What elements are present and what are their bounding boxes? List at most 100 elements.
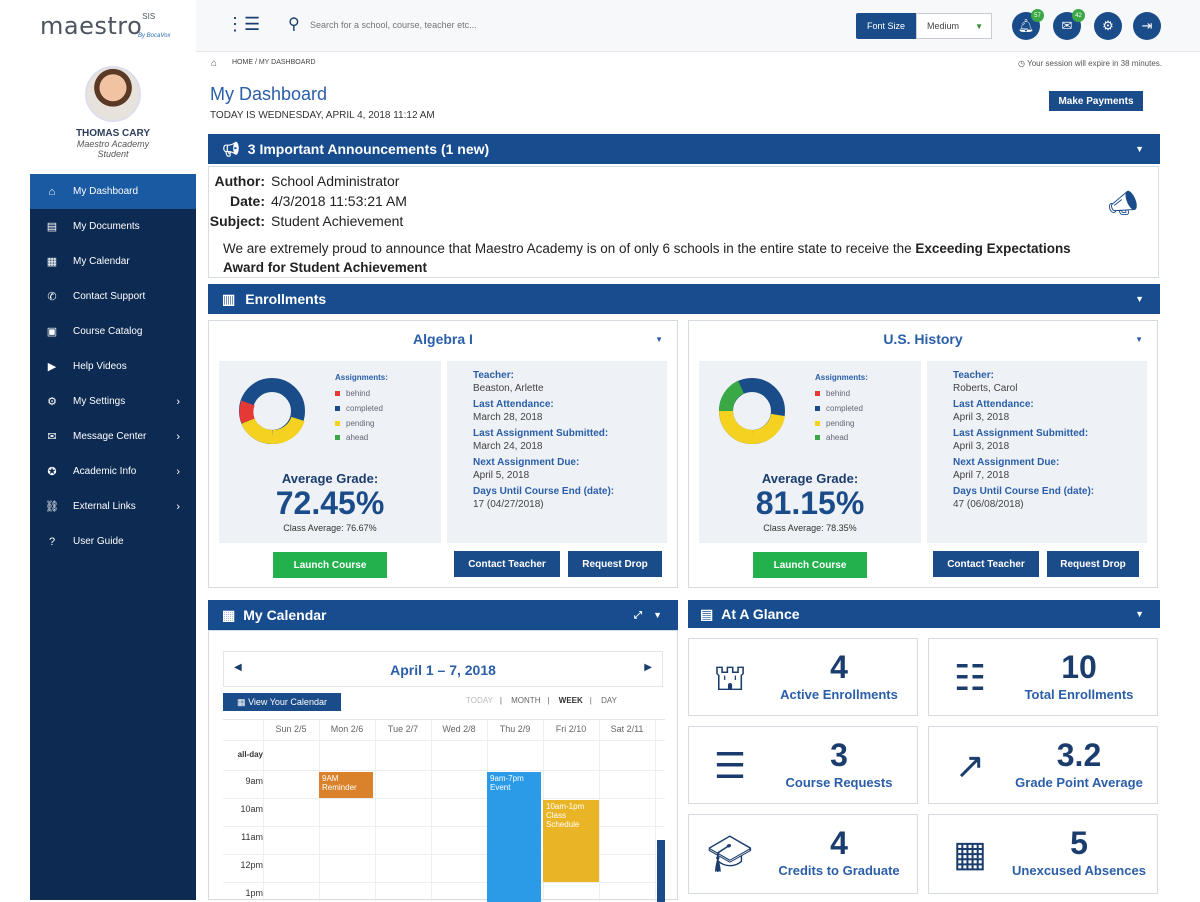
contact-teacher-button[interactable]: Contact Teacher: [933, 551, 1039, 577]
font-size-select[interactable]: Medium ▼: [916, 13, 992, 39]
caret-down-icon[interactable]: ▼: [1135, 294, 1144, 304]
donut-segment-pending: [719, 410, 753, 444]
grade-panel: Average Grade: 81.15% Class Average: 78.…: [699, 461, 921, 543]
view-month[interactable]: MONTH: [511, 696, 541, 705]
legend-title: Assignments:: [815, 373, 868, 382]
enrollments-title: Enrollments: [245, 291, 327, 307]
view-calendar-button[interactable]: ▦ View Your Calendar: [223, 693, 341, 711]
sidebar-item-my-dashboard[interactable]: ⌂ My Dashboard: [30, 174, 196, 209]
classroom-icon: ☷: [953, 657, 987, 698]
caret-down-icon[interactable]: ▼: [653, 610, 662, 620]
home-icon[interactable]: ⌂: [211, 58, 218, 69]
course-info-panel: Teacher: Roberts, Carol Last Attendance:…: [927, 361, 1147, 543]
course-title[interactable]: U.S. History: [883, 331, 963, 347]
user-school: Maestro Academy: [76, 139, 150, 149]
caret-down-icon[interactable]: ▼: [655, 335, 663, 344]
catalog-icon: ▣: [46, 326, 58, 338]
sidebar-item-my-settings[interactable]: ⚙ My Settings ›: [30, 384, 196, 419]
enrollments-header[interactable]: ▥ Enrollments ▼: [208, 284, 1160, 314]
sidebar-item-message-center[interactable]: ✉ Message Center ›: [30, 419, 196, 454]
notifications-button[interactable]: 🔔︎ 57: [1012, 9, 1044, 40]
allday-label: all-day: [237, 750, 263, 759]
last-attendance-value: April 3, 2018: [953, 412, 1010, 423]
menu-toggle-icon[interactable]: ⋮☰: [226, 14, 261, 34]
glance-card[interactable]: ☷ 10 Total Enrollments: [928, 638, 1158, 716]
search-input[interactable]: [310, 16, 610, 34]
avatar[interactable]: [85, 66, 141, 122]
next-due-value: April 7, 2018: [953, 470, 1010, 481]
phone-icon: ✆: [47, 291, 57, 303]
calendar-event-reminder[interactable]: 9AM Reminder: [319, 772, 373, 798]
glance-card[interactable]: ↗ 3.2 Grade Point Average: [928, 726, 1158, 804]
sidebar-item-label: External Links: [73, 501, 136, 512]
breadcrumb-bar: ⌂ HOME / MY DASHBOARD ◷ Your session wil…: [196, 52, 1200, 76]
settings-button[interactable]: ⚙: [1094, 12, 1122, 40]
days-until-end-label: Days Until Course End (date):: [953, 486, 1095, 497]
sidebar-item-label: My Calendar: [73, 256, 130, 267]
glance-card[interactable]: ☰ 3 Course Requests: [688, 726, 918, 804]
calendar-scrollbar[interactable]: [657, 840, 665, 902]
caret-down-icon[interactable]: ▼: [1135, 144, 1144, 154]
next-week-icon[interactable]: ▶: [644, 662, 652, 673]
glance-card[interactable]: ▦ 5 Unexcused Absences: [928, 814, 1158, 894]
announcements-header[interactable]: 📢︎ 3 Important Announcements (1 new) ▼: [208, 134, 1160, 164]
sidebar-item-label: User Guide: [73, 536, 124, 547]
help-icon: ?: [48, 535, 56, 548]
calendar-event-event[interactable]: 9am-7pm Event: [487, 772, 541, 902]
sidebar-item-academic-info[interactable]: ✪ Academic Info ›: [30, 454, 196, 489]
sidebar-item-help-videos[interactable]: ▶ Help Videos: [30, 349, 196, 384]
sidebar-item-my-documents[interactable]: ▤ My Documents: [30, 209, 196, 244]
sidebar-item-external-links[interactable]: ⛓ External Links ›: [30, 489, 196, 524]
days-until-end-value: 47 (06/08/2018): [953, 499, 1024, 510]
sidebar-item-label: Contact Support: [73, 291, 146, 302]
current-date: TODAY IS WEDNESDAY, APRIL 4, 2018 11:12 …: [210, 110, 435, 121]
grade-panel: Average Grade: 72.45% Class Average: 76.…: [219, 461, 441, 543]
donut-segment-ahead: [719, 380, 745, 412]
notification-count-badge: 57: [1031, 9, 1044, 22]
caret-down-icon[interactable]: ▼: [1135, 609, 1144, 619]
day-header: Fri 2/10: [555, 724, 587, 734]
sidebar: maestro SIS By BocaVox THOMAS CARY Maest…: [30, 0, 196, 900]
prev-week-icon[interactable]: ◀: [234, 662, 242, 673]
view-today[interactable]: TODAY: [466, 696, 493, 705]
last-attendance-value: March 28, 2018: [473, 412, 543, 423]
announcement-award: Exceeding Expectations Award for Student…: [223, 241, 1071, 275]
sidebar-item-course-catalog[interactable]: ▣ Course Catalog: [30, 314, 196, 349]
session-text: Your session will expire in 38 minutes.: [1027, 59, 1162, 68]
sidebar-item-contact-support[interactable]: ✆ Contact Support: [30, 279, 196, 314]
calendar-view-switcher: TODAY | MONTH | WEEK | DAY: [466, 696, 617, 705]
last-submitted-value: April 3, 2018: [953, 441, 1010, 452]
logo[interactable]: maestro SIS By BocaVox: [30, 0, 196, 52]
glance-header[interactable]: ▤ At A Glance ▼: [688, 600, 1160, 628]
glance-card[interactable]: ⛫ 4 Active Enrollments: [688, 638, 918, 716]
search-icon[interactable]: ⚲: [288, 16, 300, 33]
chevron-right-icon: ›: [176, 430, 180, 443]
launch-course-button[interactable]: Launch Course: [753, 552, 867, 578]
calendar-icon: ▦: [222, 606, 236, 623]
sidebar-item-my-calendar[interactable]: ▦ My Calendar: [30, 244, 196, 279]
breadcrumb[interactable]: HOME / MY DASHBOARD: [232, 59, 316, 66]
link-icon: ⛓: [45, 501, 59, 513]
books-icon: ☰: [713, 745, 747, 786]
expand-icon[interactable]: ⤢: [634, 609, 642, 621]
messages-button[interactable]: ✉ 42: [1053, 9, 1085, 40]
launch-course-button[interactable]: Launch Course: [273, 552, 387, 578]
logout-button[interactable]: ⇥: [1133, 12, 1161, 40]
request-drop-button[interactable]: Request Drop: [1047, 551, 1139, 577]
sidebar-item-user-guide[interactable]: ? User Guide: [30, 524, 196, 559]
caret-down-icon[interactable]: ▼: [1135, 335, 1143, 344]
author-label: Author:: [214, 173, 265, 189]
view-week[interactable]: WEEK: [558, 696, 583, 705]
course-title[interactable]: Algebra I: [413, 331, 473, 347]
calendar-event-class-schedule[interactable]: 10am-1pm Class Schedule: [543, 800, 599, 882]
calendar-header[interactable]: ▦ My Calendar ⤢ ▼: [208, 600, 678, 630]
make-payments-button[interactable]: Make Payments: [1049, 91, 1143, 111]
date-value: 4/3/2018 11:53:21 AM: [271, 193, 407, 209]
font-size-label: Font Size: [856, 13, 916, 39]
logo-text: maestro: [40, 12, 143, 40]
view-day[interactable]: DAY: [601, 696, 617, 705]
contact-teacher-button[interactable]: Contact Teacher: [454, 551, 560, 577]
glance-card[interactable]: 🎓︎ 4 Credits to Graduate: [688, 814, 918, 894]
request-drop-button[interactable]: Request Drop: [568, 551, 662, 577]
donut-segment-pending-2: [271, 416, 305, 444]
